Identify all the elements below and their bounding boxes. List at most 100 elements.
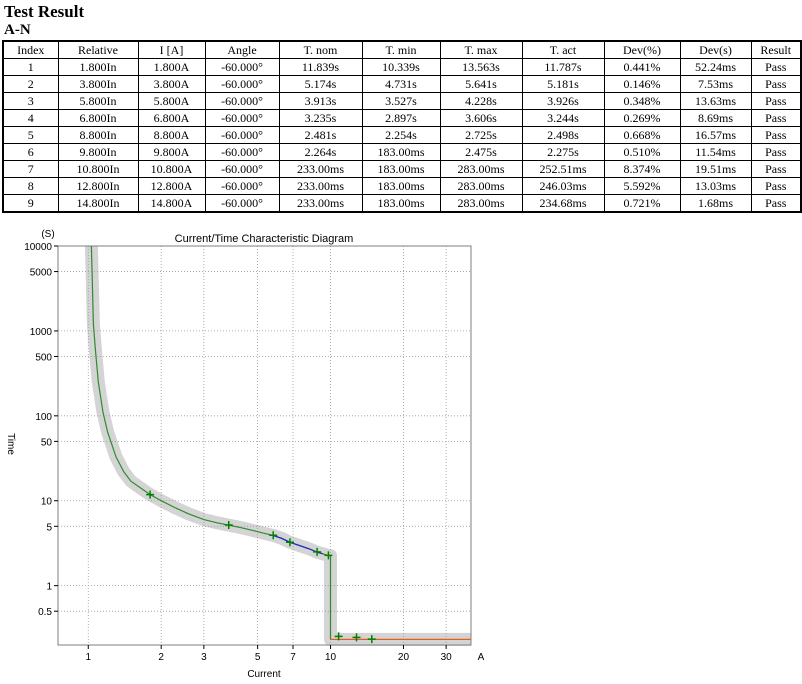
table-cell: 8.69ms: [679, 109, 752, 127]
table-cell: 6.800In: [57, 109, 139, 127]
column-header: T. act: [521, 40, 605, 59]
plot-area-border: [57, 245, 472, 646]
column-header: Dev(%): [603, 40, 681, 59]
x-tick-label: 7: [290, 652, 296, 663]
table-cell: 8: [2, 177, 59, 195]
table-cell: 14.800A: [137, 194, 206, 213]
table-cell: 9.800In: [57, 143, 139, 161]
table-cell: 233.00ms: [278, 194, 363, 213]
table-cell: 12.800In: [57, 177, 139, 195]
table-cell: Pass: [750, 126, 802, 144]
table-cell: 233.00ms: [278, 160, 363, 178]
chart-title: Current/Time Characteristic Diagram: [175, 233, 354, 245]
x-tick-label: 1: [85, 652, 91, 663]
table-cell: 2.481s: [278, 126, 363, 144]
y-tick-label: 50: [41, 437, 53, 448]
table-row: 1 1.800In 1.800A -60.000° 11.839s 10.339s 13.5…: [2, 58, 802, 76]
table-cell: 183.00ms: [361, 194, 441, 213]
column-header: T. min: [361, 40, 441, 59]
table-cell: 5.181s: [521, 75, 605, 93]
table-cell: -60.000°: [204, 126, 280, 144]
x-axis-label: Current: [247, 669, 281, 680]
table-cell: Pass: [750, 194, 802, 213]
table-cell: 0.269%: [603, 109, 681, 127]
table-cell: 0.721%: [603, 194, 681, 213]
axis-ticks: 1 2 3 5 7 10 20 30 10000 5000 1000 500 100 50 10 5 1 0.5: [24, 242, 452, 663]
test-point-marker: [334, 632, 343, 641]
table-cell: Pass: [750, 160, 802, 178]
table-cell: 233.00ms: [278, 177, 363, 195]
table-cell: 11.54ms: [679, 143, 752, 161]
table-cell: 183.00ms: [361, 143, 441, 161]
table-cell: Pass: [750, 143, 802, 161]
test-point-marker: [146, 490, 155, 499]
table-row: 2 3.800In 3.800A -60.000° 5.174s 4.731s 5.641s…: [2, 75, 802, 93]
table-cell: 5.174s: [278, 75, 363, 93]
table-cell: 283.00ms: [439, 160, 523, 178]
table-cell: 9.800A: [137, 143, 206, 161]
table-cell: 10.800A: [137, 160, 206, 178]
table-cell: Pass: [750, 109, 802, 127]
table-cell: 2.498s: [521, 126, 605, 144]
table-cell: 3.244s: [521, 109, 605, 127]
y-tick-label: 10000: [24, 242, 52, 253]
table-cell: 2.475s: [439, 143, 523, 161]
table-row: 7 10.800In 10.800A -60.000° 233.00ms 183.00ms…: [2, 160, 802, 178]
x-tick-label: 10: [325, 652, 337, 663]
test-point-marker: [224, 520, 233, 529]
table-cell: 3.926s: [521, 92, 605, 110]
test-point-marker: [269, 531, 278, 540]
test-point-marker: [352, 633, 361, 642]
table-header-row: Index Relative I [A] Angle T. nom T. min T. ma…: [2, 40, 802, 59]
table-cell: -60.000°: [204, 177, 280, 195]
table-body: 1 1.800In 1.800A -60.000° 11.839s 10.339s 13.5…: [2, 58, 802, 213]
table-cell: 183.00ms: [361, 160, 441, 178]
table-cell: 5.592%: [603, 177, 681, 195]
table-cell: Pass: [750, 58, 802, 76]
tolerance-band: [84, 245, 471, 646]
table-cell: 3.606s: [439, 109, 523, 127]
table-cell: 1.800A: [137, 58, 206, 76]
table-cell: 0.510%: [603, 143, 681, 161]
x-tick-label: 3: [201, 652, 207, 663]
table-cell: 4.228s: [439, 92, 523, 110]
table-cell: 283.00ms: [439, 194, 523, 213]
table-row: 8 12.800In 12.800A -60.000° 233.00ms 183.00ms…: [2, 177, 802, 195]
table-cell: 5.800A: [137, 92, 206, 110]
test-point-marker: [367, 635, 376, 644]
table-row: 6 9.800In 9.800A -60.000° 2.264s 183.00ms 2.47…: [2, 143, 802, 161]
table-cell: 52.24ms: [679, 58, 752, 76]
x-tick-label: 20: [398, 652, 410, 663]
report-title: Test Result: [4, 2, 85, 21]
x-tick-label: 30: [441, 652, 453, 663]
test-points: [146, 490, 376, 644]
y-tick-label: 5000: [30, 268, 53, 279]
table-cell: 16.57ms: [679, 126, 752, 144]
table-cell: 13.03ms: [679, 177, 752, 195]
table-cell: 0.348%: [603, 92, 681, 110]
y-tick-label: 1: [46, 582, 52, 593]
table-cell: 1: [2, 58, 59, 76]
table-cell: -60.000°: [204, 109, 280, 127]
test-result-table: Index Relative I [A] Angle T. nom T. min T. ma…: [2, 40, 802, 213]
table-cell: 8.800A: [137, 126, 206, 144]
table-cell: 283.00ms: [439, 177, 523, 195]
table-cell: 0.441%: [603, 58, 681, 76]
y-axis-unit: (S): [41, 229, 54, 240]
x-tick-label: 5: [255, 652, 261, 663]
table-cell: 3.913s: [278, 92, 363, 110]
test-point-marker: [313, 547, 322, 556]
inverse-time-curve: [90, 245, 331, 557]
table-row: 4 6.800In 6.800A -60.000° 3.235s 2.897s 3.606s…: [2, 109, 802, 127]
table-cell: 12.800A: [137, 177, 206, 195]
table-cell: -60.000°: [204, 58, 280, 76]
table-cell: 2.897s: [361, 109, 441, 127]
column-header: Angle: [204, 40, 280, 59]
table-cell: 3.235s: [278, 109, 363, 127]
table-cell: 2.254s: [361, 126, 441, 144]
table-cell: 4.731s: [361, 75, 441, 93]
table-cell: Pass: [750, 177, 802, 195]
table-row: 3 5.800In 5.800A -60.000° 3.913s 3.527s 4.228s…: [2, 92, 802, 110]
table-cell: 2.264s: [278, 143, 363, 161]
column-header: I [A]: [137, 40, 206, 59]
